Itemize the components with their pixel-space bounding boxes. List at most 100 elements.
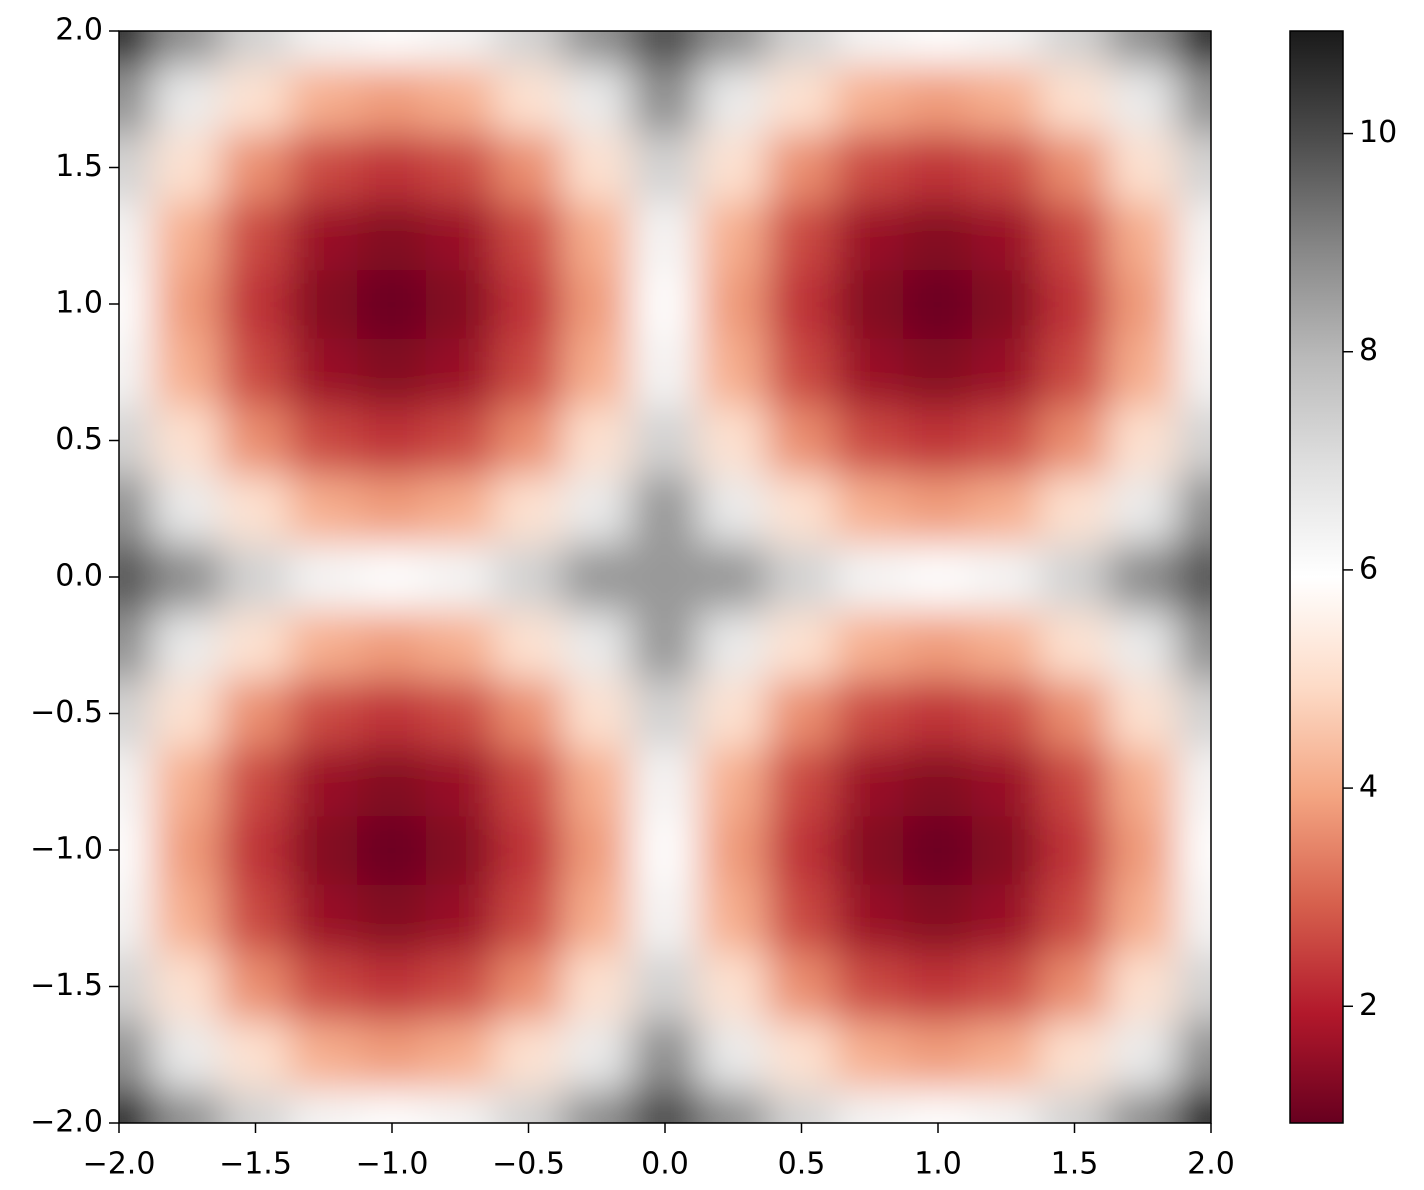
heat-cell xyxy=(903,64,973,134)
heat-cell xyxy=(289,269,359,339)
heat-cell xyxy=(1039,1088,1110,1123)
heat-cell xyxy=(1108,132,1178,203)
heat-cell xyxy=(493,132,564,203)
colorbar-tick-label: 6 xyxy=(1359,551,1378,586)
heat-cell xyxy=(562,269,632,339)
heat-cell xyxy=(971,1020,1041,1090)
heat-cell xyxy=(289,405,359,476)
heat-cell xyxy=(425,1020,495,1090)
heat-cell xyxy=(562,64,632,134)
heat-cell xyxy=(493,201,564,271)
heat-cell xyxy=(835,132,905,203)
heat-cell xyxy=(1176,474,1211,544)
heat-cell xyxy=(630,269,700,339)
heat-cell xyxy=(562,815,632,885)
heat-cell xyxy=(1108,405,1178,476)
heat-cell xyxy=(289,951,359,1022)
heat-cell xyxy=(119,474,154,544)
heat-cell xyxy=(630,542,700,612)
heat-cell xyxy=(1176,678,1211,749)
heat-cell xyxy=(630,747,700,817)
heat-cell xyxy=(425,542,495,612)
heat-cell xyxy=(698,64,768,134)
heat-cell xyxy=(1108,883,1178,953)
heat-cell xyxy=(766,951,837,1022)
heat-cell xyxy=(971,201,1041,271)
heat-cell xyxy=(357,337,427,407)
heat-cell xyxy=(152,64,222,134)
heat-cell xyxy=(766,474,837,544)
heat-cell xyxy=(289,610,359,680)
heat-cell xyxy=(425,405,495,476)
heat-cell xyxy=(630,815,700,885)
heat-cell xyxy=(289,747,359,817)
heat-cell xyxy=(766,747,837,817)
heat-cell xyxy=(493,951,564,1022)
heat-cell xyxy=(698,337,768,407)
heat-cell xyxy=(1039,747,1110,817)
heat-cell xyxy=(1108,64,1178,134)
heat-cell xyxy=(1176,1020,1211,1090)
heat-cell xyxy=(835,678,905,749)
heat-cell xyxy=(119,883,154,953)
heat-cell xyxy=(289,201,359,271)
heat-cell xyxy=(289,678,359,749)
heat-cell xyxy=(493,474,564,544)
heat-cell xyxy=(119,337,154,407)
heat-cell xyxy=(698,31,768,66)
heat-cell xyxy=(220,474,291,544)
heat-cell xyxy=(971,542,1041,612)
heat-cell xyxy=(835,474,905,544)
x-tick-label: −1.0 xyxy=(356,1147,429,1182)
heat-cell xyxy=(562,201,632,271)
heat-cell xyxy=(835,883,905,953)
heat-cell xyxy=(766,132,837,203)
colorbar-tick-label: 10 xyxy=(1359,115,1397,150)
heat-cell xyxy=(1176,337,1211,407)
heat-cell xyxy=(289,132,359,203)
heat-cell xyxy=(119,64,154,134)
x-tick-label: −0.5 xyxy=(492,1147,565,1182)
heat-cell xyxy=(220,951,291,1022)
heat-cell xyxy=(220,31,291,66)
heat-cell xyxy=(119,678,154,749)
heat-cell xyxy=(1108,474,1178,544)
heat-cell xyxy=(971,132,1041,203)
heat-cell xyxy=(835,64,905,134)
heat-cell xyxy=(357,1020,427,1090)
heat-cell xyxy=(119,1020,154,1090)
heat-cell xyxy=(698,405,768,476)
heat-cell xyxy=(289,1020,359,1090)
heat-cell xyxy=(562,883,632,953)
heat-cell xyxy=(289,883,359,953)
heat-cell xyxy=(152,747,222,817)
heat-cell xyxy=(971,474,1041,544)
heat-cell xyxy=(425,201,495,271)
heat-cell xyxy=(971,883,1041,953)
heat-cell xyxy=(220,883,291,953)
heat-cell xyxy=(698,542,768,612)
heat-cell xyxy=(766,815,837,885)
heat-cell xyxy=(698,1020,768,1090)
heat-cell xyxy=(630,474,700,544)
heat-cell xyxy=(493,405,564,476)
heat-cell xyxy=(903,474,973,544)
heat-cell xyxy=(357,610,427,680)
heat-cell xyxy=(357,405,427,476)
heat-cell xyxy=(220,610,291,680)
heat-cell xyxy=(1039,132,1110,203)
heat-cell xyxy=(971,747,1041,817)
heat-cell xyxy=(1039,269,1110,339)
heat-cell xyxy=(357,201,427,271)
x-tick-label: −1.5 xyxy=(219,1147,292,1182)
heat-cell xyxy=(562,542,632,612)
heat-cell xyxy=(698,132,768,203)
heat-cell xyxy=(766,542,837,612)
heat-cell xyxy=(1108,1020,1178,1090)
heat-cell xyxy=(152,337,222,407)
heat-cell xyxy=(119,747,154,817)
heat-cell xyxy=(152,474,222,544)
x-tick-label: 2.0 xyxy=(1187,1147,1235,1182)
heat-cell xyxy=(1039,951,1110,1022)
heat-cell xyxy=(357,31,427,66)
